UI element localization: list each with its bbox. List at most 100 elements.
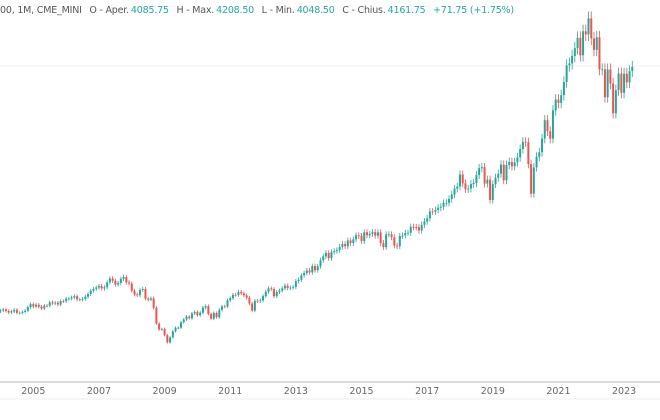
candle bbox=[253, 298, 256, 313]
candle-body bbox=[521, 141, 524, 150]
candle-body bbox=[524, 141, 527, 143]
candle bbox=[390, 231, 393, 241]
candle-body bbox=[513, 162, 516, 167]
candle-body bbox=[108, 278, 111, 283]
candle bbox=[365, 229, 368, 239]
x-tick-label: 2007 bbox=[87, 386, 111, 397]
candle-body bbox=[404, 232, 407, 236]
x-tick-label: 2015 bbox=[349, 386, 373, 397]
candle-body bbox=[469, 184, 472, 189]
candle-body bbox=[483, 167, 486, 184]
candle bbox=[396, 242, 399, 250]
candle-body bbox=[407, 232, 410, 234]
candle bbox=[376, 229, 379, 239]
candle bbox=[461, 170, 464, 188]
candle bbox=[190, 311, 193, 320]
candle bbox=[527, 137, 530, 169]
candle-body bbox=[4, 309, 7, 312]
candle-body bbox=[226, 300, 229, 307]
candle-body bbox=[169, 337, 172, 343]
x-tick-label: 2013 bbox=[284, 386, 308, 397]
candle bbox=[606, 63, 609, 103]
candle-body bbox=[393, 237, 396, 246]
candle-body bbox=[245, 295, 248, 298]
candle bbox=[598, 30, 601, 76]
candle-body bbox=[180, 322, 183, 328]
candle bbox=[497, 169, 500, 182]
candle bbox=[188, 315, 191, 320]
candle bbox=[450, 190, 453, 203]
candle-body bbox=[445, 202, 448, 204]
candle bbox=[489, 175, 492, 204]
candle bbox=[530, 159, 533, 198]
candle-body bbox=[535, 156, 538, 168]
candle bbox=[612, 77, 615, 119]
candle bbox=[65, 296, 68, 304]
candle-body bbox=[360, 236, 363, 242]
candle bbox=[2, 307, 5, 313]
candle bbox=[10, 309, 13, 315]
candle bbox=[614, 84, 617, 119]
candle-body bbox=[215, 312, 218, 318]
candle bbox=[210, 312, 213, 321]
candle-body bbox=[133, 290, 136, 295]
candle bbox=[631, 60, 634, 78]
candle-body bbox=[560, 95, 563, 103]
candle bbox=[15, 308, 18, 315]
candle-body bbox=[212, 312, 215, 319]
x-tick-label: 2017 bbox=[415, 386, 439, 397]
x-tick-label: 2011 bbox=[218, 386, 242, 397]
candle bbox=[305, 268, 308, 276]
candle-body bbox=[21, 311, 24, 313]
candle bbox=[35, 303, 38, 309]
candle-body bbox=[623, 73, 626, 93]
candle bbox=[620, 67, 623, 99]
candle-body bbox=[231, 294, 234, 299]
candle-body bbox=[472, 183, 475, 185]
candle bbox=[442, 199, 445, 211]
candle bbox=[103, 285, 106, 291]
candle bbox=[37, 303, 40, 309]
candle bbox=[480, 163, 483, 173]
candle bbox=[363, 229, 366, 245]
candle-body bbox=[43, 305, 46, 309]
candle-body bbox=[368, 233, 371, 236]
candle-body bbox=[106, 282, 109, 288]
candle bbox=[237, 289, 240, 297]
candle bbox=[212, 311, 215, 321]
candle bbox=[516, 152, 519, 167]
candle bbox=[215, 311, 218, 319]
candle-body bbox=[480, 167, 483, 169]
candle bbox=[557, 94, 560, 109]
candle-body bbox=[196, 311, 199, 316]
candle bbox=[368, 230, 371, 239]
candle-body bbox=[84, 296, 87, 299]
candle bbox=[45, 303, 48, 308]
candle bbox=[248, 295, 251, 306]
candle-body bbox=[502, 164, 505, 181]
candle bbox=[196, 310, 199, 317]
candle bbox=[453, 184, 456, 199]
candle bbox=[160, 327, 163, 331]
candle bbox=[330, 249, 333, 261]
candle-body bbox=[620, 73, 623, 93]
candle-body bbox=[461, 174, 464, 184]
candle bbox=[355, 232, 358, 243]
candle-body bbox=[434, 209, 437, 212]
candle bbox=[508, 157, 511, 170]
candle bbox=[78, 297, 81, 302]
candle-body bbox=[420, 224, 423, 231]
candle bbox=[32, 302, 35, 309]
low-value: 4048.50 bbox=[296, 5, 335, 16]
candles bbox=[0, 11, 634, 344]
candle-body bbox=[119, 278, 122, 284]
candle-body bbox=[333, 251, 336, 253]
candle-body bbox=[40, 306, 43, 309]
candle-body bbox=[177, 327, 180, 329]
candle bbox=[467, 184, 470, 194]
candle bbox=[240, 289, 243, 296]
candle-body bbox=[478, 168, 481, 176]
candle-body bbox=[494, 177, 497, 185]
candle bbox=[609, 63, 612, 90]
